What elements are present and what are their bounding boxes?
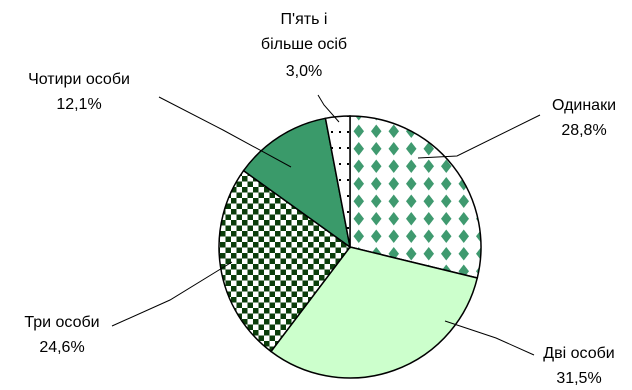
leader-line-5	[317, 94, 340, 123]
pie-slice-5	[324, 115, 351, 248]
slice-label-1-line-1: Одинаки	[552, 97, 616, 114]
slice-label-5-line-2: більше осіб	[261, 36, 347, 53]
slice-label-2-line-1: Дві особи	[543, 345, 614, 362]
leader-line-4	[158, 96, 292, 168]
pie-slice-2	[269, 246, 479, 379]
pie-slice-4	[242, 117, 352, 249]
slice-label-1-line-2: 28,8%	[561, 122, 606, 139]
slice-label-5-line-1: П'ять і	[281, 11, 328, 28]
pie-slice-1	[349, 115, 482, 279]
pie-slice-3	[218, 169, 352, 353]
slice-label-4-line-2: 12,1%	[56, 96, 101, 113]
slice-label-4-line-1: Чотири особи	[28, 71, 130, 88]
leader-line-1	[417, 114, 541, 159]
slice-label-3-line-1: Три особи	[24, 314, 99, 331]
slice-label-2-line-2: 31,5%	[556, 370, 601, 387]
leader-line-2	[444, 320, 535, 356]
leader-line-3	[111, 261, 233, 327]
slice-label-3-line-2: 24,6%	[39, 339, 84, 356]
slice-label-5-line-3: 3,0%	[286, 63, 322, 80]
